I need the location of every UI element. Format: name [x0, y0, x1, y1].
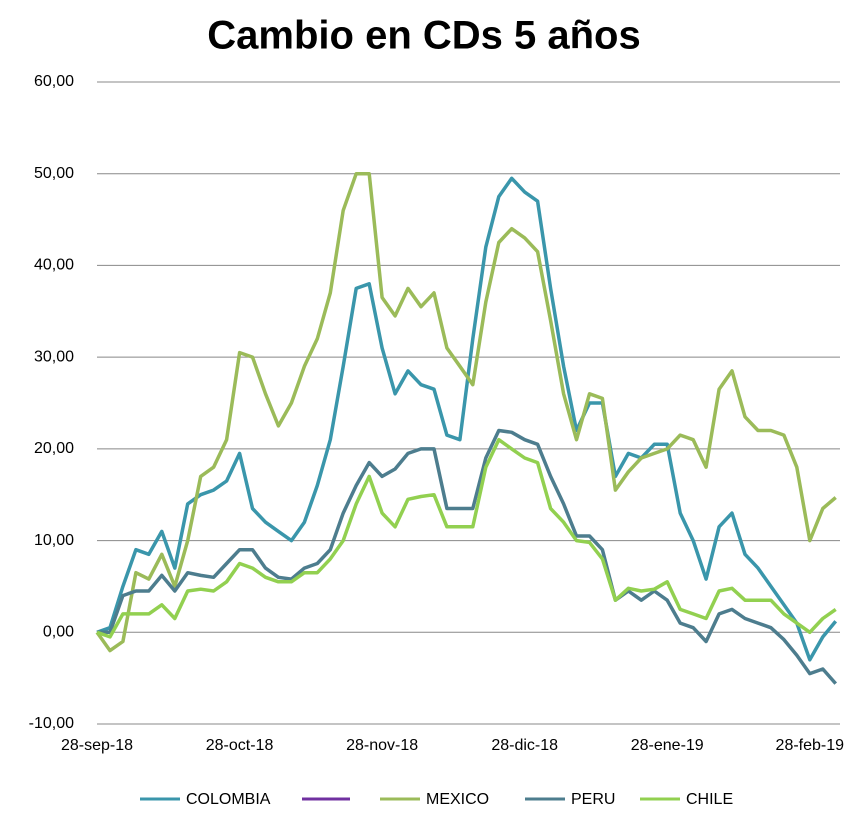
y-tick-label: 10,00	[34, 532, 74, 549]
chart-title: Cambio en CDs 5 años	[207, 14, 640, 58]
y-tick-label: 60,00	[34, 73, 74, 90]
x-tick-label: 28-feb-19	[776, 737, 845, 754]
legend-label: COLOMBIA	[186, 791, 271, 808]
y-tick-label: 30,00	[34, 348, 74, 365]
legend-label: MEXICO	[426, 791, 489, 808]
series-line	[96, 176, 838, 662]
y-tick-label: -10,00	[29, 715, 74, 732]
x-tick-label: 28-nov-18	[346, 737, 418, 754]
y-tick-label: 50,00	[34, 165, 74, 182]
series-line	[96, 437, 837, 639]
x-tick-label: 28-sep-18	[61, 737, 133, 754]
y-tick-label: 40,00	[34, 257, 74, 274]
series-line	[95, 171, 837, 653]
legend-label: CHILE	[686, 791, 733, 808]
x-tick-label: 28-dic-18	[491, 737, 558, 754]
y-tick-label: 20,00	[34, 440, 74, 457]
x-tick-label: 28-ene-19	[631, 737, 704, 754]
legend-label: PERU	[571, 791, 615, 808]
y-tick-label: 0,00	[43, 624, 74, 641]
x-tick-label: 28-oct-18	[206, 737, 274, 754]
series-line	[97, 428, 838, 685]
